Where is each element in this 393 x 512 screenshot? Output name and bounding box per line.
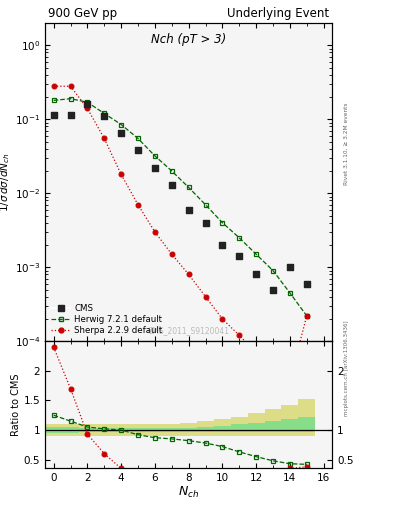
- CMS: [169, 181, 175, 189]
- Y-axis label: $1/\sigma\,d\sigma/dN_{ch}$: $1/\sigma\,d\sigma/dN_{ch}$: [0, 153, 12, 212]
- Sherpa 2.2.9 default: [237, 332, 242, 338]
- Sherpa 2.2.9 default: [169, 251, 174, 258]
- Text: 900 GeV pp: 900 GeV pp: [48, 7, 117, 20]
- Sherpa 2.2.9 default: [305, 313, 309, 319]
- CMS: [84, 100, 90, 108]
- Herwig 7.2.1 default: [186, 184, 191, 190]
- Herwig 7.2.1 default: [51, 97, 56, 103]
- Herwig 7.2.1 default: [271, 268, 275, 274]
- CMS: [287, 263, 293, 271]
- Herwig 7.2.1 default: [68, 96, 73, 102]
- Text: Underlying Event: Underlying Event: [227, 7, 329, 20]
- Sherpa 2.2.9 default: [186, 271, 191, 278]
- Herwig 7.2.1 default: [169, 168, 174, 174]
- Line: Herwig 7.2.1 default: Herwig 7.2.1 default: [51, 96, 309, 318]
- Sherpa 2.2.9 default: [136, 202, 140, 208]
- Sherpa 2.2.9 default: [220, 316, 225, 322]
- Sherpa 2.2.9 default: [271, 368, 275, 374]
- Herwig 7.2.1 default: [85, 99, 90, 105]
- CMS: [135, 146, 141, 155]
- CMS: [304, 280, 310, 288]
- CMS: [202, 219, 209, 227]
- Sherpa 2.2.9 default: [51, 83, 56, 89]
- Sherpa 2.2.9 default: [203, 293, 208, 300]
- Sherpa 2.2.9 default: [254, 350, 259, 356]
- Sherpa 2.2.9 default: [102, 135, 107, 141]
- Herwig 7.2.1 default: [237, 234, 242, 241]
- Herwig 7.2.1 default: [102, 111, 107, 117]
- CMS: [67, 111, 73, 119]
- Text: CMS_2011_S9120041: CMS_2011_S9120041: [148, 326, 230, 335]
- CMS: [270, 285, 276, 293]
- Herwig 7.2.1 default: [203, 202, 208, 208]
- Herwig 7.2.1 default: [254, 251, 259, 258]
- Text: mcplots.cern.ch [arXiv:1306.3436]: mcplots.cern.ch [arXiv:1306.3436]: [344, 321, 349, 416]
- Sherpa 2.2.9 default: [85, 105, 90, 112]
- Herwig 7.2.1 default: [305, 313, 309, 319]
- Sherpa 2.2.9 default: [68, 83, 73, 89]
- CMS: [118, 129, 124, 137]
- Herwig 7.2.1 default: [119, 121, 123, 127]
- Y-axis label: Ratio to CMS: Ratio to CMS: [11, 374, 21, 436]
- CMS: [152, 164, 158, 172]
- CMS: [236, 252, 242, 261]
- Sherpa 2.2.9 default: [119, 172, 123, 178]
- Herwig 7.2.1 default: [288, 290, 292, 296]
- Legend: CMS, Herwig 7.2.1 default, Sherpa 2.2.9 default: CMS, Herwig 7.2.1 default, Sherpa 2.2.9 …: [50, 302, 164, 337]
- CMS: [253, 270, 259, 279]
- Herwig 7.2.1 default: [220, 220, 225, 226]
- Sherpa 2.2.9 default: [152, 229, 157, 235]
- Sherpa 2.2.9 default: [288, 377, 292, 383]
- CMS: [101, 112, 107, 120]
- CMS: [50, 111, 57, 119]
- X-axis label: $N_{ch}$: $N_{ch}$: [178, 485, 199, 500]
- CMS: [219, 241, 226, 249]
- Text: Rivet 3.1.10, ≥ 3.2M events: Rivet 3.1.10, ≥ 3.2M events: [344, 102, 349, 185]
- Herwig 7.2.1 default: [152, 153, 157, 159]
- Line: Sherpa 2.2.9 default: Sherpa 2.2.9 default: [51, 84, 309, 382]
- CMS: [185, 206, 192, 214]
- Herwig 7.2.1 default: [136, 135, 140, 141]
- Text: Nch (pT > 3): Nch (pT > 3): [151, 33, 226, 46]
